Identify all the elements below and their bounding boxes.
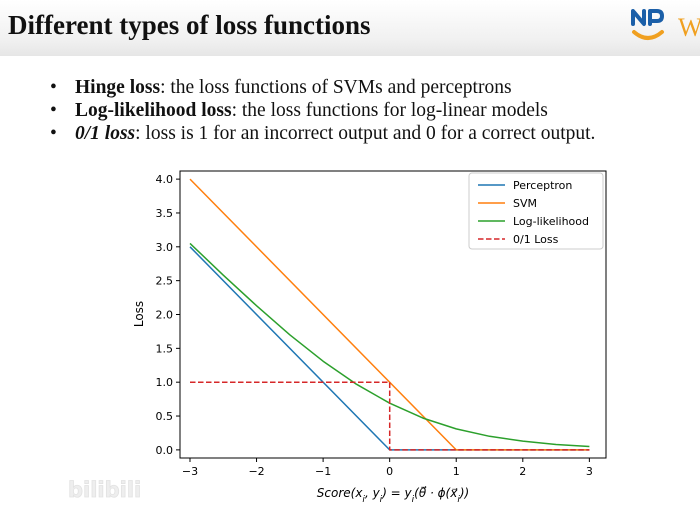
bullet-hinge: Hinge loss: the loss functions of SVMs a… xyxy=(46,76,595,99)
y-tick-label: 2.5 xyxy=(156,275,174,288)
legend-label-1: SVM xyxy=(513,197,537,210)
x-tick-label: −2 xyxy=(248,465,264,478)
university-logo: W xyxy=(631,9,700,42)
logo-letter: W xyxy=(678,13,700,42)
bullet-term: 0/1 loss xyxy=(75,123,136,144)
bullet-term: Log-likelihood loss xyxy=(75,100,232,121)
y-tick-label: 0.0 xyxy=(156,444,174,457)
y-tick-label: 2.0 xyxy=(156,309,174,322)
legend: Perceptron SVM Log-likelihood 0/1 Loss xyxy=(468,172,604,250)
y-axis-label: Loss xyxy=(132,301,146,327)
series-line-3 xyxy=(190,381,590,451)
legend-box xyxy=(468,172,604,250)
legend-label-0: Perceptron xyxy=(513,179,572,192)
series-line-1 xyxy=(189,178,590,451)
x-tick-label: 2 xyxy=(519,465,526,478)
bullet-loglik: Log-likelihood loss: the loss functions … xyxy=(46,99,595,122)
bullet-01: 0/1 loss: loss is 1 for an incorrect out… xyxy=(46,122,595,145)
x-axis-label: Score(xi, yi) = yi(θ⃗ · ϕ(x⃗i)) xyxy=(317,486,469,505)
bullet-text: : the loss functions for log-linear mode… xyxy=(231,100,548,121)
x-tick-label: 1 xyxy=(453,465,460,478)
x-tick-label: 0 xyxy=(386,465,393,478)
bullet-list: Hinge loss: the loss functions of SVMs a… xyxy=(46,76,595,145)
x-tick-label: −1 xyxy=(315,465,331,478)
legend-label-2: Log-likelihood xyxy=(513,215,589,228)
plot-area xyxy=(189,178,590,451)
y-tick-label: 1.5 xyxy=(156,342,174,355)
y-tick-label: 3.0 xyxy=(156,241,174,254)
y-tick-label: 0.5 xyxy=(156,410,174,423)
axis-ticks: −3 −2 −1 0 1 2 3 0.0 0.5 1.0 1.5 2.0 2.5 3.0 3.5 4.0 xyxy=(156,173,593,478)
bullet-term: Hinge loss xyxy=(75,77,161,98)
title-band xyxy=(0,0,700,56)
watermark-text: bilibili xyxy=(68,478,141,502)
slide-title: Different types of loss functions xyxy=(8,10,371,40)
y-tick-label: 1.0 xyxy=(156,376,174,389)
bullet-text: : loss is 1 for an incorrect output and … xyxy=(135,123,596,144)
bullet-text: : the loss functions of SVMs and percept… xyxy=(160,77,512,98)
y-tick-label: 3.5 xyxy=(156,207,174,220)
x-tick-label: −3 xyxy=(182,465,198,478)
bilibili-watermark: bilibili xyxy=(68,478,142,503)
legend-label-3: 0/1 Loss xyxy=(513,233,559,246)
y-tick-label: 4.0 xyxy=(156,173,174,186)
x-tick-label: 3 xyxy=(586,465,593,478)
